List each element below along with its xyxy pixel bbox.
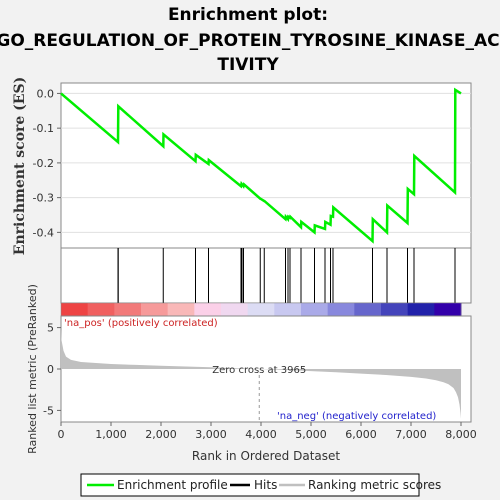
heatmap-segment [301,303,329,316]
x-tick-label: 5,000 [295,428,327,441]
x-tick-label: 8,000 [445,428,477,441]
chart-title-line-1: Enrichment plot: [168,5,328,25]
heatmap-segment [114,303,142,316]
heatmap-segment [354,303,382,316]
chart-title-line-2: GO_REGULATION_OF_PROTEIN_TYROSINE_KINASE… [0,31,500,51]
es-ytick-label: -0.1 [33,122,54,135]
es-ylabel: Enrichment score (ES) [12,77,28,255]
heatmap-segment [327,303,355,316]
x-tick-label: 1,000 [95,428,127,441]
x-tick-label: 7,000 [395,428,427,441]
es-panel-yaxis: 0.0 -0.1 -0.2 -0.3 -0.4 [33,87,61,239]
heatmap-segment [247,303,275,316]
heatmap-segment [407,303,435,316]
hits-lines [117,248,456,303]
heatmap-segment [61,303,89,316]
heatmap-segment [167,303,195,316]
metric-ytick-label: 5 [47,322,54,335]
heatmap-segment [381,303,409,316]
x-axis-label: Rank in Ordered Dataset [192,449,340,463]
es-panel-background [60,82,472,249]
heatmap-segment [221,303,249,316]
zero-cross-label: Zero cross at 3965 [212,365,306,376]
heatmap-segment [194,303,222,316]
x-axis: 0 1,000 2,000 3,000 4,000 5,000 6,000 7,000 8,00… [58,422,477,441]
heatmap-segment [87,303,115,316]
x-tick-label: 2,000 [145,428,177,441]
x-tick-label: 6,000 [345,428,377,441]
es-panel-gridlines [61,92,471,233]
es-ytick-label: 0.0 [37,87,55,100]
heatmap-segment [274,303,302,316]
x-tick-label: 4,000 [245,428,277,441]
x-tick-label: 3,000 [195,428,227,441]
heatmap-segment [434,303,462,316]
legend-label-ranking-metric-scores: Ranking metric scores [308,478,441,492]
ranking-metric-area [61,329,461,419]
metric-ytick-label: -5 [43,404,54,417]
metric-panel-yaxis: 5 0 -5 [43,322,61,417]
positive-correlation-label: 'na_pos' (positively correlated) [64,318,218,329]
negative-correlation-label: 'na_neg' (negatively correlated) [277,411,436,422]
metric-ylabel: Ranked list metric (PreRanked) [26,284,39,454]
es-ytick-label: -0.3 [33,192,54,205]
enrichment-profile-line [60,87,462,244]
es-ytick-label: -0.2 [33,157,54,170]
x-tick-label: 0 [58,428,65,441]
metric-ytick-label: 0 [47,363,54,376]
rank-heatmap-bar [60,302,462,317]
es-ytick-label: -0.4 [33,226,54,239]
chart-title-line-3: TIVITY [217,55,279,75]
heatmap-segment [141,303,169,316]
legend-label-hits: Hits [254,478,277,492]
hits-panel-background [60,247,472,304]
legend-label-enrichment-profile: Enrichment profile [117,478,228,492]
